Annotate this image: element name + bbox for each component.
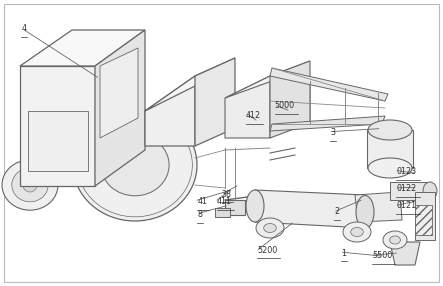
Polygon shape [20,30,145,66]
Polygon shape [195,58,235,146]
Ellipse shape [256,218,284,238]
Polygon shape [255,190,365,228]
Polygon shape [20,66,95,186]
Polygon shape [270,61,310,138]
Ellipse shape [423,182,437,200]
Text: 4: 4 [21,24,26,33]
Polygon shape [270,68,388,101]
Ellipse shape [389,236,400,244]
Text: 412: 412 [246,111,261,120]
Text: 0123: 0123 [396,167,416,176]
Polygon shape [225,200,245,215]
Ellipse shape [246,190,264,222]
Polygon shape [367,130,413,168]
Text: 0122: 0122 [396,184,417,193]
Polygon shape [145,58,235,111]
Polygon shape [225,76,270,138]
Polygon shape [28,111,88,171]
Polygon shape [415,205,432,235]
Text: 41: 41 [197,197,207,206]
Ellipse shape [101,134,169,196]
Polygon shape [145,76,195,146]
Ellipse shape [383,231,407,249]
Polygon shape [95,30,145,186]
Ellipse shape [73,109,197,221]
Text: 5200: 5200 [257,246,277,255]
Ellipse shape [368,158,412,178]
Ellipse shape [351,227,363,237]
Text: 3: 3 [330,128,335,138]
Ellipse shape [2,160,58,210]
Text: 0121: 0121 [396,201,416,210]
Text: 411: 411 [217,197,232,206]
Text: 5500: 5500 [372,251,392,261]
Text: 38: 38 [222,190,232,199]
Polygon shape [215,208,230,217]
Ellipse shape [264,223,276,233]
Text: 2: 2 [334,207,340,216]
Ellipse shape [12,168,48,202]
Polygon shape [355,192,402,222]
Polygon shape [415,192,435,240]
Polygon shape [270,116,385,131]
Polygon shape [100,48,138,138]
Ellipse shape [356,196,374,229]
Ellipse shape [368,120,412,140]
Polygon shape [390,182,430,200]
Polygon shape [390,242,420,265]
Polygon shape [225,61,310,98]
Ellipse shape [343,222,371,242]
Text: 1: 1 [341,249,346,258]
Text: 8: 8 [197,210,202,219]
Text: 5000: 5000 [275,101,295,110]
Ellipse shape [23,178,37,192]
